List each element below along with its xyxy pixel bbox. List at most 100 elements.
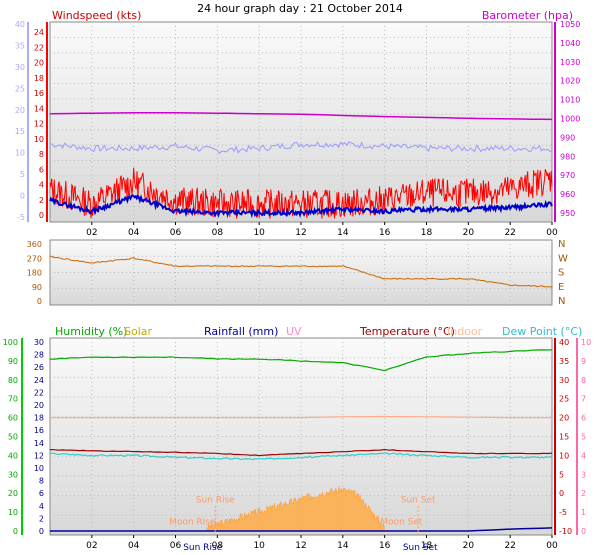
temp-tick-label: 35 bbox=[559, 357, 569, 366]
humidity-tick-label: 80 bbox=[8, 376, 18, 385]
humidity-tick-label: 30 bbox=[8, 470, 18, 479]
uv-tick-label: 7 bbox=[581, 395, 586, 404]
rain-tick-label: 30 bbox=[34, 338, 44, 347]
y-tick-label-red: 24 bbox=[34, 28, 44, 37]
y-tick-label-blue: 15 bbox=[15, 127, 25, 136]
annotation-label: Moon Rise bbox=[169, 518, 216, 528]
x-tick-label: 14 bbox=[337, 228, 349, 238]
rain-tick-label: 18 bbox=[34, 414, 44, 423]
y-tick-label-right: 980 bbox=[560, 152, 575, 161]
y-tick-label-red: 20 bbox=[34, 59, 44, 68]
direction-tick-label: 90 bbox=[32, 283, 42, 292]
humidity-tick-label: 90 bbox=[8, 357, 18, 366]
compass-label: N bbox=[558, 296, 565, 307]
x-tick-label: 20 bbox=[463, 228, 475, 238]
solar-area bbox=[206, 486, 385, 532]
legend-humidity: Humidity (%) bbox=[55, 325, 127, 338]
direction-tick-label: 0 bbox=[37, 297, 42, 306]
y-tick-label-blue: 0 bbox=[20, 192, 25, 201]
x-tick-label: 02 bbox=[86, 541, 97, 551]
uv-tick-label: 2 bbox=[581, 489, 586, 498]
wind-direction-line bbox=[49, 255, 553, 288]
x-tick-label: 00 bbox=[546, 541, 558, 551]
x-tick-label: 06 bbox=[170, 228, 182, 238]
humidity-line bbox=[50, 349, 553, 372]
y-tick-label-blue: 40 bbox=[15, 20, 25, 29]
y-tick-label-red: 14 bbox=[34, 104, 44, 113]
rain-tick-label: 6 bbox=[39, 489, 44, 498]
x-tick-label: 20 bbox=[463, 541, 475, 551]
humidity-tick-label: 70 bbox=[8, 395, 18, 404]
direction-band-line bbox=[49, 140, 553, 155]
y-tick-label-blue: 20 bbox=[15, 106, 25, 115]
barometer-line bbox=[49, 112, 553, 121]
indoor-line bbox=[50, 415, 552, 419]
y-tick-label-right: 960 bbox=[560, 190, 575, 199]
average-wind-line bbox=[49, 194, 553, 219]
y-tick-label-red: 16 bbox=[34, 89, 44, 98]
y-tick-label-red: 2 bbox=[39, 196, 44, 205]
x-tick-label: 22 bbox=[504, 541, 515, 551]
x-tick-label: 16 bbox=[379, 228, 391, 238]
compass-label: E bbox=[558, 282, 564, 293]
humidity-tick-label: 40 bbox=[8, 451, 18, 460]
y-tick-label-red: 0 bbox=[39, 211, 44, 220]
y-tick-label-red: 18 bbox=[34, 74, 44, 83]
y-tick-label-blue: 35 bbox=[15, 41, 25, 50]
compass-label: N bbox=[558, 239, 565, 250]
rain-tick-label: 10 bbox=[34, 464, 44, 473]
humidity-tick-label: 60 bbox=[8, 414, 18, 423]
uv-tick-label: 4 bbox=[581, 451, 586, 460]
dewpoint-line bbox=[49, 452, 553, 461]
legend-uv: UV bbox=[286, 325, 302, 338]
rain-tick-label: 24 bbox=[34, 376, 44, 385]
windspeed-label: Windspeed (kts) bbox=[52, 9, 141, 22]
rain-tick-label: 22 bbox=[34, 388, 44, 397]
x-tick-label: 06 bbox=[170, 541, 182, 551]
uv-tick-label: 1 bbox=[581, 508, 586, 517]
y-tick-label-right: 950 bbox=[560, 209, 575, 218]
compass-label: W bbox=[558, 253, 568, 264]
temp-tick-label: 30 bbox=[559, 376, 569, 385]
x-tick-label: 02 bbox=[86, 228, 97, 238]
y-tick-label-red: 6 bbox=[39, 165, 44, 174]
x-tick-label: 10 bbox=[253, 541, 265, 551]
rain-tick-label: 16 bbox=[34, 426, 44, 435]
temp-tick-label: -5 bbox=[559, 508, 567, 517]
y-tick-label-red: 12 bbox=[34, 120, 44, 129]
x-tick-label: 22 bbox=[504, 228, 515, 238]
y-tick-label-right: 1020 bbox=[560, 77, 580, 86]
y-tick-label-blue: 30 bbox=[15, 63, 25, 72]
annotation-label: Sun Set bbox=[403, 543, 438, 553]
temp-tick-label: 40 bbox=[559, 338, 569, 347]
legend-indoor: Indoor bbox=[447, 325, 483, 338]
rain-tick-label: 12 bbox=[34, 451, 44, 460]
y-tick-label-blue: 25 bbox=[15, 84, 25, 93]
temp-tick-label: 15 bbox=[559, 433, 569, 442]
x-tick-label: 10 bbox=[253, 228, 265, 238]
temp-tick-label: 25 bbox=[559, 395, 569, 404]
x-tick-label: 08 bbox=[212, 228, 224, 238]
y-tick-label-red: 10 bbox=[34, 135, 44, 144]
temperature-line bbox=[49, 448, 553, 457]
temp-tick-label: 20 bbox=[559, 414, 569, 423]
barometer-label: Barometer (hpa) bbox=[482, 9, 573, 22]
y-tick-label-right: 990 bbox=[560, 133, 575, 142]
y-tick-label-red: 4 bbox=[39, 181, 44, 190]
y-tick-label-red: 22 bbox=[34, 43, 44, 52]
humidity-tick-label: 100 bbox=[3, 338, 18, 347]
rain-tick-label: 26 bbox=[34, 363, 44, 372]
y-tick-label-right: 1050 bbox=[560, 20, 580, 29]
legend-solar: Solar bbox=[124, 325, 153, 338]
rainfall-line bbox=[50, 527, 553, 532]
compass-label: S bbox=[558, 268, 564, 279]
uv-tick-label: 6 bbox=[581, 414, 586, 423]
y-tick-label-blue: 10 bbox=[15, 149, 25, 158]
chart-title: 24 hour graph day : 21 October 2014 bbox=[197, 2, 403, 15]
x-tick-label: 16 bbox=[379, 541, 391, 551]
x-tick-label: 04 bbox=[128, 228, 140, 238]
direction-tick-label: 270 bbox=[27, 254, 42, 263]
y-tick-label-right: 970 bbox=[560, 171, 575, 180]
uv-tick-label: 0 bbox=[581, 527, 586, 536]
